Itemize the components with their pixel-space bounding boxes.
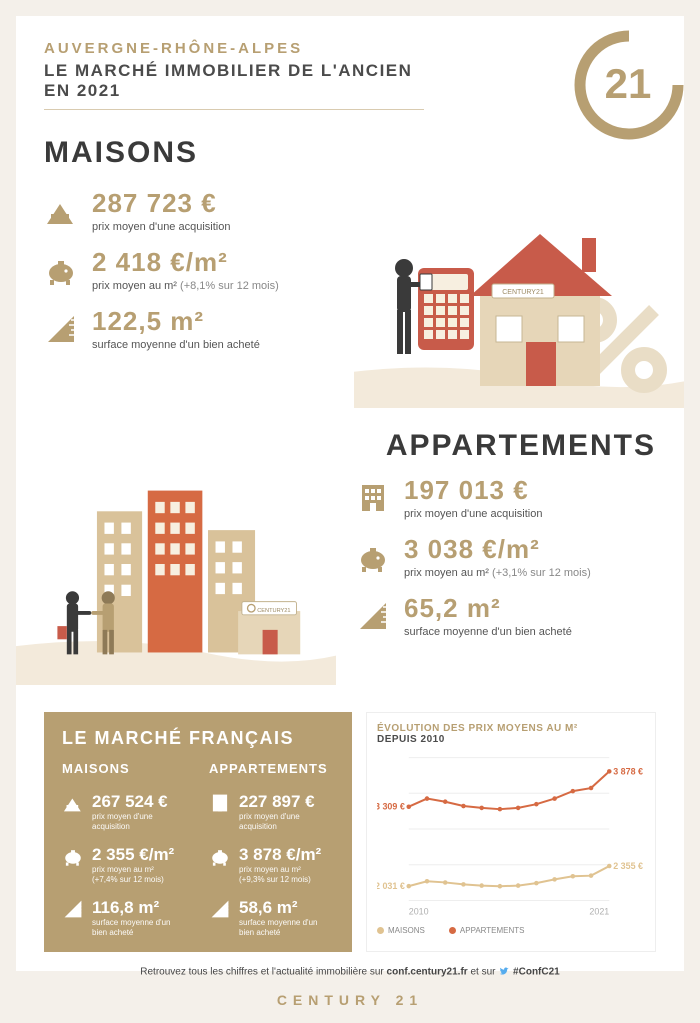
svg-text:CENTURY21: CENTURY21	[257, 608, 290, 614]
stat-value: 3 038 €/m²	[404, 534, 591, 565]
fr-maisons-price: 267 524 €prix moyen d'une acquisition	[62, 792, 187, 831]
stat-label: prix moyen d'une acquisition	[92, 221, 230, 233]
apts-stat-price: 197 013 € prix moyen d'une acquisition	[356, 475, 656, 520]
fr-apts-col: APPARTEMENTS 227 897 €prix moyen d'une a…	[209, 761, 334, 938]
stat-label: prix moyen au m² (+8,1% sur 12 mois)	[92, 280, 279, 292]
stat-label: surface moyenne d'un bien acheté	[92, 918, 187, 937]
building-icon	[209, 792, 231, 814]
svg-text:2 031 €: 2 031 €	[377, 881, 405, 891]
stat-value: 2 355 €/m²	[92, 845, 174, 865]
fr-market-panel: LE MARCHÉ FRANÇAIS MAISONS 267 524 €prix…	[44, 712, 352, 952]
stat-label: surface moyenne d'un bien acheté	[239, 918, 334, 937]
stat-label: surface moyenne d'un bien acheté	[404, 626, 572, 638]
maisons-illustration: CENTURY21	[354, 188, 684, 413]
footer-note: Retrouvez tous les chiffres et l'actuali…	[44, 966, 656, 978]
piggy-icon	[62, 845, 84, 867]
chart-legend: MAISONS APPARTEMENTS	[377, 926, 645, 935]
maisons-stat-surface: 122,5 m² surface moyenne d'un bien achet…	[44, 306, 334, 351]
stat-label: prix moyen d'une acquisition	[404, 508, 542, 520]
legend-apts: APPARTEMENTS	[449, 926, 525, 935]
fr-maisons-m2price: 2 355 €/m²prix moyen au m²(+7,4% sur 12 …	[62, 845, 187, 884]
stat-label: prix moyen d'une acquisition	[239, 812, 334, 831]
fr-apts-head: APPARTEMENTS	[209, 761, 334, 776]
stat-label: prix moyen au m²(+7,4% sur 12 mois)	[92, 865, 174, 884]
stat-label: prix moyen au m²(+9,3% sur 12 mois)	[239, 865, 321, 884]
chart-canvas: 2010 2021 3 309 € 3 878 € 2 031 € 2 355 €	[377, 749, 645, 919]
piggy-icon	[356, 540, 390, 574]
house-icon	[62, 792, 84, 814]
fr-market-title: LE MARCHÉ FRANÇAIS	[62, 728, 334, 749]
maisons-stat-m2price: 2 418 €/m² prix moyen au m² (+8,1% sur 1…	[44, 247, 334, 292]
chart-title-2: DEPUIS 2010	[377, 734, 645, 745]
fr-maisons-col: MAISONS 267 524 €prix moyen d'une acquis…	[62, 761, 187, 938]
fr-maisons-head: MAISONS	[62, 761, 187, 776]
price-evolution-chart: ÉVOLUTION DES PRIX MOYENS AU M² DEPUIS 2…	[366, 712, 656, 952]
apts-stat-m2price: 3 038 €/m² prix moyen au m² (+3,1% sur 1…	[356, 534, 656, 579]
stat-value: 267 524 €	[92, 792, 187, 812]
stat-value: 227 897 €	[239, 792, 334, 812]
svg-text:2 355 €: 2 355 €	[613, 861, 643, 871]
svg-text:2021: 2021	[589, 906, 609, 916]
main-title-1: LE MARCHÉ IMMOBILIER DE L'ANCIEN	[44, 61, 656, 81]
svg-text:CENTURY21: CENTURY21	[502, 289, 544, 296]
apts-stat-surface: 65,2 m² surface moyenne d'un bien acheté	[356, 593, 656, 638]
stat-value: 122,5 m²	[92, 306, 260, 337]
house-icon	[44, 194, 78, 228]
appartements-stats: 197 013 € prix moyen d'une acquisition 3…	[356, 475, 656, 690]
piggy-icon	[209, 845, 231, 867]
stat-label: prix moyen d'une acquisition	[92, 812, 187, 831]
stat-value: 58,6 m²	[239, 898, 334, 918]
twitter-icon	[498, 966, 510, 978]
stat-value: 197 013 €	[404, 475, 542, 506]
stat-value: 287 723 €	[92, 188, 230, 219]
main-title-2: EN 2021	[44, 81, 656, 101]
stat-label: prix moyen au m² (+3,1% sur 12 mois)	[404, 567, 591, 579]
maisons-heading: MAISONS	[44, 136, 656, 170]
building-icon	[356, 481, 390, 515]
svg-text:3 878 €: 3 878 €	[613, 766, 643, 776]
svg-text:2010: 2010	[409, 906, 429, 916]
stat-value: 3 878 €/m²	[239, 845, 321, 865]
stat-value: 65,2 m²	[404, 593, 572, 624]
c21-logo: 21	[574, 30, 684, 140]
maisons-stats: 287 723 € prix moyen d'une acquisition 2…	[44, 188, 334, 413]
legend-houses: MAISONS	[377, 926, 425, 935]
piggy-icon	[44, 253, 78, 287]
ruler-icon	[44, 312, 78, 346]
stat-label: surface moyenne d'un bien acheté	[92, 339, 260, 351]
stat-value: 2 418 €/m²	[92, 247, 279, 278]
svg-text:3 309 €: 3 309 €	[377, 802, 405, 812]
svg-text:21: 21	[605, 60, 652, 107]
brand-footer: CENTURY 21	[44, 992, 656, 1008]
title-divider	[44, 109, 424, 110]
ruler-icon	[62, 898, 84, 920]
fr-maisons-surface: 116,8 m²surface moyenne d'un bien acheté	[62, 898, 187, 937]
appartements-heading: APPARTEMENTS	[44, 429, 656, 463]
appartements-illustration: CENTURY21	[16, 475, 336, 690]
ruler-icon	[209, 898, 231, 920]
fr-apts-m2price: 3 878 €/m²prix moyen au m²(+9,3% sur 12 …	[209, 845, 334, 884]
region-title: AUVERGNE-RHÔNE-ALPES	[44, 40, 656, 57]
stat-value: 116,8 m²	[92, 898, 187, 918]
fr-apts-price: 227 897 €prix moyen d'une acquisition	[209, 792, 334, 831]
maisons-stat-price: 287 723 € prix moyen d'une acquisition	[44, 188, 334, 233]
ruler-icon	[356, 599, 390, 633]
chart-title-1: ÉVOLUTION DES PRIX MOYENS AU M²	[377, 723, 645, 734]
fr-apts-surface: 58,6 m²surface moyenne d'un bien acheté	[209, 898, 334, 937]
